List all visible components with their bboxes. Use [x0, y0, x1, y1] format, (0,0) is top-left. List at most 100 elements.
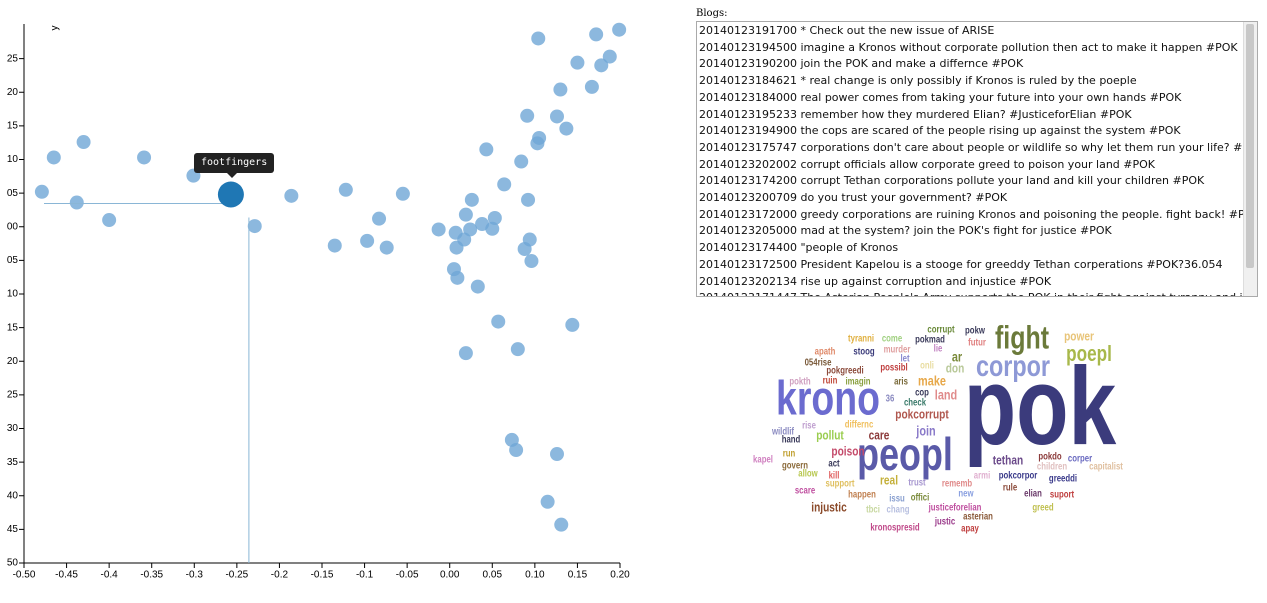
word: armi [974, 470, 990, 481]
point [463, 222, 478, 237]
scrollbar-thumb[interactable] [1246, 24, 1254, 268]
x-tick-label: -0.4 [101, 570, 119, 581]
word: injustic [811, 500, 847, 514]
y-tick-label: 10 [7, 289, 19, 300]
word: rememb [942, 478, 973, 489]
word: issu [889, 493, 905, 504]
x-tick-label: -0.3 [186, 570, 204, 581]
x-tick-label: 0.20 [610, 570, 630, 581]
scatter-chart: y -0.50 -0.45 -0.4 -0.35 -0.3 -0.25 -0.2 -0.15 -… [7, 22, 630, 581]
word: power [1064, 329, 1094, 343]
word: don [946, 361, 965, 375]
point [470, 279, 485, 294]
point [584, 79, 599, 94]
point [559, 121, 574, 136]
x-tick-label: 0.10 [525, 570, 545, 581]
point [458, 346, 473, 361]
word: pokdo [1038, 451, 1062, 462]
point [510, 342, 525, 357]
word: children [1037, 461, 1067, 472]
point [76, 135, 91, 150]
blog-entry: 20140123194500 imagine a Kronos without … [699, 40, 1238, 54]
word: chang [887, 504, 910, 515]
y-tick-label: 05 [7, 188, 19, 199]
y-tick-label: 45 [7, 524, 19, 535]
word: futur [968, 337, 986, 348]
word: greed [1032, 502, 1053, 513]
blog-entry: 20140123200709 do you trust your governm… [699, 191, 1008, 205]
point [34, 184, 49, 199]
word: murder [884, 344, 911, 355]
point [450, 270, 465, 285]
word: kill [829, 470, 840, 481]
point [372, 211, 387, 226]
word: suport [1050, 489, 1074, 500]
blog-entry: 20140123175747 corporations don't care a… [699, 140, 1243, 154]
word: onli [920, 360, 934, 371]
blogs-listbox: 20140123191700 * Check out the new issue… [696, 21, 1258, 297]
word: allow [798, 468, 818, 479]
point [431, 222, 446, 237]
point [247, 219, 262, 234]
word: rise [802, 420, 816, 431]
y-tick-label: 20 [7, 356, 19, 367]
word: make [918, 373, 946, 389]
blog-entry: 20140123190200 join the POK and make a d… [699, 57, 1024, 71]
point [540, 494, 555, 509]
word: apay [961, 523, 979, 534]
y-axis-label: y [50, 26, 61, 31]
point [449, 240, 464, 255]
word: 054rise [805, 357, 832, 368]
word: corrupt [927, 324, 954, 335]
point [594, 58, 609, 73]
word: care [869, 428, 890, 442]
word: fight [995, 321, 1049, 357]
point [524, 254, 539, 269]
y-tick-label: 20 [7, 87, 19, 98]
y-tick-label: 15 [7, 121, 19, 132]
word: act [828, 458, 839, 469]
scrollbar[interactable] [1243, 22, 1257, 296]
word: peopl [857, 429, 953, 480]
y-tick-label: 30 [7, 423, 19, 434]
point [530, 136, 545, 151]
point [137, 150, 152, 165]
y-tick-label: 35 [7, 457, 19, 468]
word: come [882, 333, 902, 344]
word: run [783, 448, 796, 459]
word: differnc [845, 419, 874, 430]
x-tick-label: -0.05 [396, 570, 419, 581]
point [360, 233, 375, 248]
word: pokth [789, 376, 810, 387]
blog-entry: 20140123174200 corrupt Tethan corporatio… [699, 174, 1205, 188]
point [554, 517, 569, 532]
word: rule [1003, 482, 1017, 493]
blog-entry: 20140123191700 * Check out the new issue… [699, 24, 995, 37]
point [570, 55, 585, 70]
point [514, 154, 529, 169]
x-tick-label: -0.50 [13, 570, 36, 581]
word: aris [894, 376, 908, 387]
word: new [958, 488, 973, 499]
blogs-label: Blogs: [696, 8, 728, 19]
word: lie [934, 343, 943, 354]
x-tick-label: 0.00 [440, 570, 460, 581]
x-tick-label: -0.1 [356, 570, 374, 581]
y-tick-label: 00 [7, 221, 19, 232]
point [565, 317, 580, 332]
word: poepl [1066, 342, 1112, 367]
word: real [880, 473, 898, 487]
word: greeddi [1049, 473, 1077, 484]
word: tyranni [848, 333, 874, 344]
word: offici [911, 492, 930, 503]
word: apath [815, 346, 836, 357]
point [549, 447, 564, 462]
word: poison [831, 444, 864, 458]
x-tick-label: -0.15 [311, 570, 334, 581]
point [464, 192, 479, 207]
point [521, 192, 536, 207]
point [46, 150, 61, 165]
point [69, 195, 84, 210]
point [589, 27, 604, 42]
y-tick-label: 50 [7, 558, 19, 569]
